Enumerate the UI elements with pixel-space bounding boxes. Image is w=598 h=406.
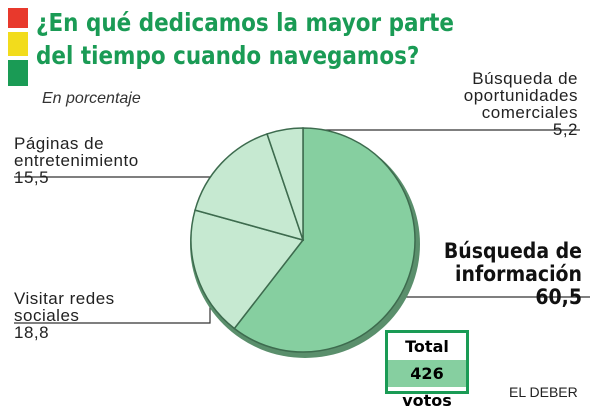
- value-label: 60,5: [535, 285, 582, 309]
- pie-slice: [190, 209, 305, 330]
- total-value: 426 votos: [388, 360, 466, 406]
- value-label: 15,5: [14, 168, 50, 187]
- slice-label: Páginas de entretenimiento 15,5: [14, 135, 139, 186]
- pie-slice: [233, 127, 416, 353]
- color-square: [8, 32, 28, 56]
- source: EL DEBER: [509, 384, 578, 400]
- title-line: ¿En qué dedicamos la mayor parte: [36, 8, 455, 37]
- total-box: Total 426 votos: [385, 330, 469, 406]
- title-line: del tiempo cuando navegamos?: [36, 41, 420, 70]
- color-square: [8, 60, 28, 86]
- category: Búsqueda de oportunidades comerciales: [463, 69, 578, 122]
- subtitle: En porcentaje: [42, 90, 141, 107]
- category: Búsqueda de información: [443, 239, 582, 286]
- value-label: 18,8: [14, 323, 50, 342]
- value-label: 5,2: [552, 120, 578, 139]
- chart-title: ¿En qué dedicamos la mayor parte del tiem…: [36, 6, 454, 72]
- slice-label: Visitar redes sociales 18,8: [14, 290, 115, 341]
- category: Páginas de entretenimiento: [14, 134, 139, 170]
- slice-label: Búsqueda de oportunidades comerciales 5,2: [464, 70, 578, 138]
- color-square: [8, 8, 28, 28]
- pie-slice: [266, 127, 304, 241]
- total-label: Total: [405, 337, 449, 356]
- category: Visitar redes sociales: [14, 289, 115, 325]
- slice-label: Búsqueda de información 60,5: [444, 240, 582, 309]
